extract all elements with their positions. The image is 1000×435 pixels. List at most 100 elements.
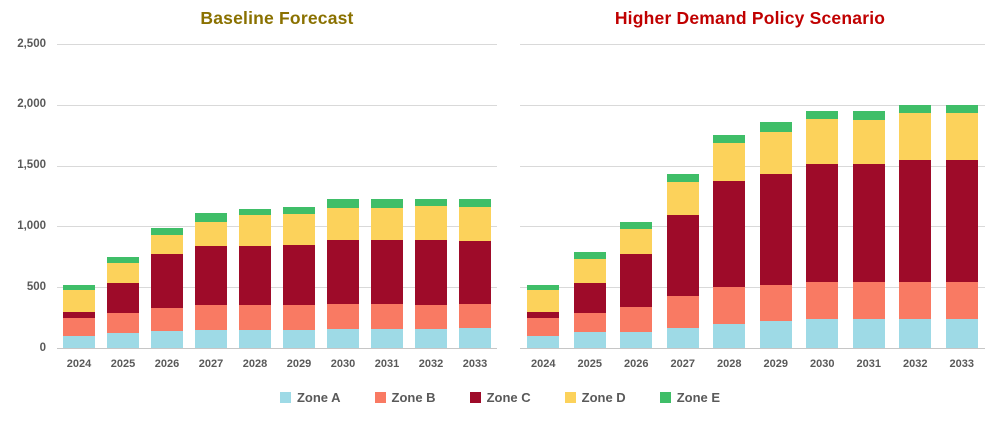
bar-segment-zone-c <box>945 160 978 282</box>
x-axis-tick-label: 2030 <box>330 358 356 370</box>
bar-segment-zone-e <box>327 199 359 208</box>
bar-segment-zone-d <box>527 290 560 312</box>
stacked-bar-2025 <box>573 44 606 348</box>
bar-segment-zone-b <box>759 284 792 321</box>
bar-segment-zone-e <box>459 199 491 207</box>
stacked-bar-2024 <box>63 44 95 348</box>
bar-segment-zone-c <box>239 245 271 305</box>
gridline <box>57 44 497 45</box>
bar-segment-zone-e <box>899 104 932 114</box>
bar-segment-zone-e <box>806 110 839 119</box>
x-axis-tick-label: 2026 <box>624 358 649 370</box>
x-axis-tick-label: 2033 <box>462 358 488 370</box>
bar-segment-zone-b <box>195 304 227 330</box>
x-axis-tick-label: 2027 <box>670 358 695 370</box>
plot-area-policy-scenario <box>520 44 985 349</box>
bar-segment-zone-b <box>666 296 699 328</box>
stacked-bar-2030 <box>327 44 359 348</box>
bar-segment-zone-d <box>945 113 978 161</box>
x-axis-tick-label: 2028 <box>717 358 742 370</box>
bar-segment-zone-b <box>239 304 271 330</box>
gridline <box>520 226 985 228</box>
gridline <box>57 287 497 289</box>
legend-item-zone-a: Zone A <box>279 390 341 405</box>
bar-segment-zone-c <box>195 245 227 305</box>
bar-segment-zone-a <box>852 318 885 348</box>
bar-segment-zone-d <box>573 259 606 283</box>
gridline <box>520 165 985 167</box>
legend-swatch-icon <box>564 392 576 403</box>
bar-segment-zone-a <box>620 331 653 348</box>
bar-segment-zone-a <box>195 329 227 348</box>
bar-segment-zone-c <box>371 239 403 305</box>
stacked-bar-2029 <box>283 44 315 348</box>
bar-segment-zone-a <box>151 330 183 348</box>
x-axis-tick-label: 2033 <box>949 358 974 370</box>
bar-segment-zone-e <box>759 122 792 132</box>
bar-segment-zone-e <box>107 256 139 263</box>
bar-segment-zone-e <box>239 209 271 216</box>
stacked-bar-2032 <box>415 44 447 348</box>
bar-segment-zone-b <box>459 304 491 328</box>
bar-segment-zone-e <box>573 251 606 260</box>
legend-swatch-icon <box>279 392 291 403</box>
gridline <box>520 104 985 106</box>
chart-title-policy-scenario: Higher Demand Policy Scenario <box>614 8 886 28</box>
x-axis-tick-label: 2029 <box>286 358 312 370</box>
bar-segment-zone-d <box>459 206 491 241</box>
legend-item-zone-e: Zone E <box>659 390 720 405</box>
bar-segment-zone-c <box>573 282 606 313</box>
y-axis-tick-label: 500 <box>26 280 46 293</box>
stacked-bar-2030 <box>806 44 839 348</box>
x-axis-tick-label: 2025 <box>577 358 602 370</box>
gridline <box>57 165 497 167</box>
x-axis-tick-label: 2027 <box>198 358 224 370</box>
stacked-bar-2031 <box>371 44 403 348</box>
bar-segment-zone-c <box>806 164 839 283</box>
bar-segment-zone-e <box>713 135 746 143</box>
bar-segment-zone-b <box>573 312 606 333</box>
bar-segment-zone-b <box>945 281 978 319</box>
bar-segment-zone-b <box>327 304 359 329</box>
bar-segment-zone-e <box>151 227 183 235</box>
y-axis-tick-label: 0 <box>39 341 46 354</box>
bar-segment-zone-c <box>327 239 359 305</box>
stacked-bar-2028 <box>239 44 271 348</box>
bar-segment-zone-d <box>852 120 885 165</box>
bar-segment-zone-b <box>713 287 746 324</box>
x-axis-baseline: 2024 2025 2026 2027 2028 2029 2030 2031 2032 2033 <box>57 358 497 374</box>
gridline <box>520 287 985 289</box>
legend-label: Zone C <box>486 390 531 405</box>
gridline <box>520 44 985 45</box>
x-axis-tick-label: 2031 <box>856 358 881 370</box>
x-axis-tick-label: 2032 <box>903 358 928 370</box>
bar-segment-zone-b <box>620 307 653 332</box>
bar-segment-zone-e <box>415 199 447 206</box>
bar-segment-zone-e <box>371 199 403 208</box>
bar-segment-zone-d <box>620 229 653 255</box>
bar-segment-zone-d <box>415 205 447 240</box>
bar-segment-zone-a <box>899 319 932 348</box>
plot-area-baseline <box>57 44 497 349</box>
bar-segment-zone-b <box>63 317 95 336</box>
bar-segment-zone-e <box>527 284 560 291</box>
bar-segment-zone-b <box>806 282 839 319</box>
bar-segment-zone-e <box>63 284 95 291</box>
stacked-bar-2033 <box>459 44 491 348</box>
bar-segment-zone-a <box>713 323 746 348</box>
bar-segment-zone-c <box>713 181 746 288</box>
stacked-bar-2024 <box>527 44 560 348</box>
bar-segment-zone-a <box>945 318 978 348</box>
bar-segment-zone-a <box>283 329 315 348</box>
stacked-bar-2033 <box>945 44 978 348</box>
bar-segment-zone-e <box>945 104 978 114</box>
bar-segment-zone-c <box>899 159 932 283</box>
legend: Zone A Zone B Zone C Zone D Zone E <box>0 390 1000 405</box>
x-axis-tick-label: 2024 <box>531 358 556 370</box>
bar-segment-zone-b <box>852 282 885 319</box>
bar-segment-zone-c <box>63 311 95 318</box>
x-axis-tick-label: 2025 <box>110 358 136 370</box>
bar-segment-zone-a <box>573 332 606 348</box>
legend-item-zone-d: Zone D <box>564 390 626 405</box>
chart-title-baseline: Baseline Forecast <box>200 8 354 28</box>
